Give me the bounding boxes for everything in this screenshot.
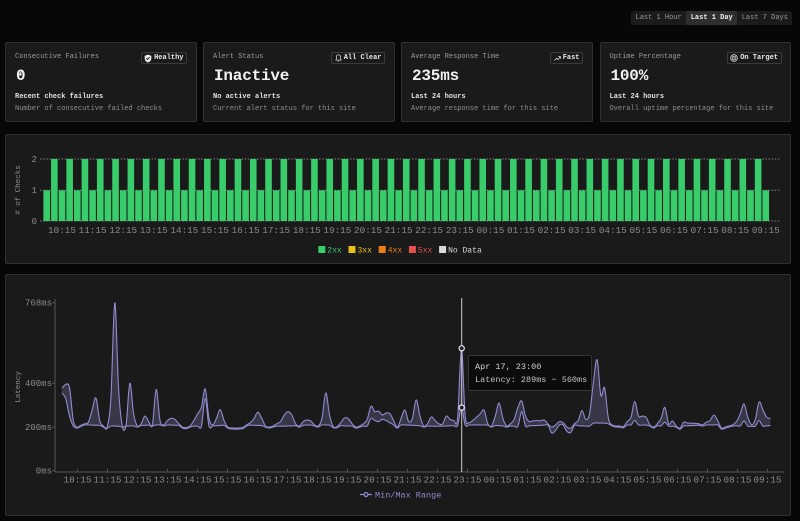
svg-text:2xx: 2xx (327, 247, 342, 256)
svg-text:02:15: 02:15 (538, 225, 566, 236)
svg-text:17:15: 17:15 (262, 225, 290, 236)
svg-text:04:15: 04:15 (599, 225, 627, 236)
svg-text:11:15: 11:15 (79, 225, 107, 236)
svg-text:05:15: 05:15 (629, 225, 657, 236)
svg-text:19:15: 19:15 (323, 225, 351, 236)
svg-text:21:15: 21:15 (394, 475, 422, 486)
svg-text:23:15: 23:15 (446, 225, 474, 236)
svg-text:12:15: 12:15 (124, 475, 152, 486)
svg-text:23:15: 23:15 (454, 475, 482, 486)
svg-text:12:15: 12:15 (109, 225, 137, 236)
svg-text:16:15: 16:15 (232, 225, 260, 236)
svg-text:13:15: 13:15 (140, 225, 168, 236)
svg-text:14:15: 14:15 (184, 475, 212, 486)
svg-text:14:15: 14:15 (170, 225, 198, 236)
svg-text:2: 2 (32, 155, 37, 165)
svg-text:10:15: 10:15 (48, 225, 76, 236)
svg-text:Latency: Latency (15, 371, 23, 403)
svg-text:07:15: 07:15 (691, 225, 719, 236)
svg-text:200ms: 200ms (25, 423, 52, 433)
svg-text:0: 0 (32, 217, 37, 227)
svg-text:4xx: 4xx (388, 247, 403, 256)
svg-text:04:15: 04:15 (604, 475, 632, 486)
svg-text:18:15: 18:15 (293, 225, 321, 236)
svg-text:1: 1 (32, 186, 37, 196)
svg-text:22:15: 22:15 (424, 475, 452, 486)
svg-text:03:15: 03:15 (568, 225, 596, 236)
svg-text:15:15: 15:15 (214, 475, 242, 486)
svg-text:18:15: 18:15 (304, 475, 332, 486)
svg-text:16:15: 16:15 (244, 475, 272, 486)
svg-text:09:15: 09:15 (752, 225, 780, 236)
svg-text:20:15: 20:15 (364, 475, 392, 486)
svg-text:400ms: 400ms (25, 379, 52, 389)
svg-text:19:15: 19:15 (334, 475, 362, 486)
svg-text:02:15: 02:15 (544, 475, 572, 486)
svg-text:No Data: No Data (448, 247, 482, 256)
svg-text:03:15: 03:15 (574, 475, 602, 486)
svg-text:05:15: 05:15 (634, 475, 662, 486)
svg-text:07:15: 07:15 (694, 475, 722, 486)
svg-text:01:15: 01:15 (514, 475, 542, 486)
svg-text:5xx: 5xx (418, 247, 433, 256)
svg-text:13:15: 13:15 (154, 475, 182, 486)
svg-text:15:15: 15:15 (201, 225, 229, 236)
svg-text:00:15: 00:15 (484, 475, 512, 486)
svg-text:11:15: 11:15 (94, 475, 122, 486)
svg-text:​# of Checks: ​# of Checks (15, 165, 23, 215)
svg-text:768ms: 768ms (25, 299, 52, 309)
svg-text:08:15: 08:15 (724, 475, 752, 486)
svg-text:08:15: 08:15 (721, 225, 749, 236)
svg-text:01:15: 01:15 (507, 225, 535, 236)
svg-text:06:15: 06:15 (660, 225, 688, 236)
svg-text:3xx: 3xx (358, 247, 373, 256)
svg-text:10:15: 10:15 (64, 475, 92, 486)
svg-text:22:15: 22:15 (415, 225, 443, 236)
svg-text:06:15: 06:15 (664, 475, 692, 486)
svg-text:00:15: 00:15 (476, 225, 504, 236)
svg-text:17:15: 17:15 (274, 475, 302, 486)
svg-text:0ms: 0ms (36, 467, 52, 477)
svg-text:09:15: 09:15 (754, 475, 782, 486)
svg-text:20:15: 20:15 (354, 225, 382, 236)
svg-text:21:15: 21:15 (385, 225, 413, 236)
svg-text:Min/Max Range: Min/Max Range (375, 491, 441, 501)
